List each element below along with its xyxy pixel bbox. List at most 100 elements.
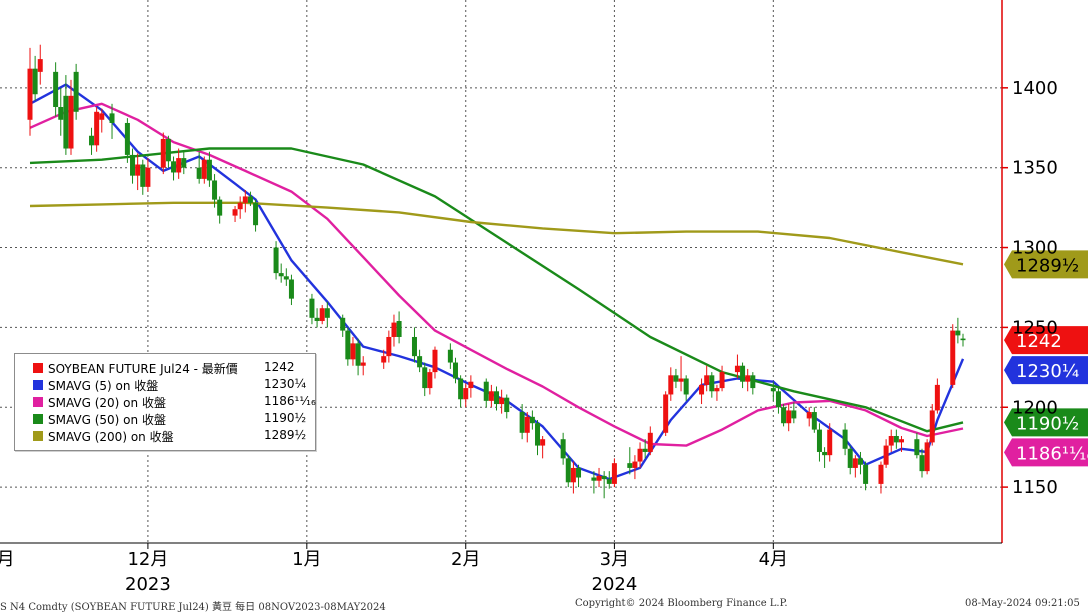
candle-body (165, 138, 171, 162)
price-tag-label: 1230¼ (1016, 361, 1079, 382)
candle-body (37, 59, 43, 72)
candle-body (32, 68, 38, 95)
chart-legend: SOYBEAN FUTURE Jul24 - 最新價 1242 SMAVG (5… (14, 353, 316, 451)
candle (58, 87, 64, 136)
candle (468, 375, 474, 398)
candle-body (647, 432, 653, 452)
legend-value-soybean: 1242 (264, 360, 295, 374)
candle-body (560, 439, 566, 459)
candle-body (591, 477, 597, 481)
candle (781, 404, 787, 427)
candle-body (63, 95, 69, 149)
candle-body (786, 410, 792, 424)
price-tag: 1289½ (1004, 250, 1088, 279)
x-year-label: 2024 (592, 574, 638, 595)
candle (422, 362, 428, 397)
candle (458, 375, 464, 408)
candle (611, 458, 617, 488)
candle-body (898, 439, 904, 443)
candle (452, 357, 458, 384)
candle (165, 135, 171, 168)
candle-body (463, 388, 469, 400)
candle (499, 389, 505, 414)
legend-swatch-smavg200 (33, 431, 43, 441)
candle (396, 311, 402, 344)
candle (53, 62, 59, 117)
candle (857, 451, 863, 475)
legend-item-smavg200: SMAVG (200) on 收盤 1289½ (15, 428, 315, 444)
candle-body (955, 330, 961, 336)
candle-body (504, 397, 510, 413)
candle (447, 343, 453, 369)
x-month-label: 1月 (292, 549, 321, 570)
candle-body (206, 159, 212, 181)
candle (647, 426, 653, 456)
candle-body (519, 412, 525, 433)
candle-body (432, 349, 438, 373)
legend-item-soybean: SOYBEAN FUTURE Jul24 - 最新價 1242 (15, 360, 315, 376)
candle-body (524, 416, 530, 433)
candle-body (888, 435, 894, 446)
candle (319, 305, 325, 325)
legend-item-smavg20: SMAVG (20) on 收盤 1186¹¹⁄₁₆ (15, 394, 316, 410)
candle (827, 423, 833, 462)
candle-body (232, 209, 238, 216)
candle-body (283, 276, 289, 280)
candle-body (196, 167, 202, 179)
legend-value-smavg5: 1230¼ (264, 377, 307, 391)
candle-body (565, 458, 571, 483)
candle-body (427, 372, 433, 389)
candle-body (452, 362, 458, 379)
candle (89, 127, 95, 155)
candle-body (99, 113, 105, 120)
candle-body (140, 164, 146, 187)
candle (432, 346, 438, 379)
candle-body (499, 397, 505, 405)
ma-line (29, 83, 965, 481)
y-tick-label: 1300 (1012, 238, 1058, 259)
candle (811, 407, 817, 433)
candle-body (109, 113, 115, 123)
price-tag: 1230¼ (1004, 356, 1088, 385)
price-tag: 1242 (1004, 326, 1088, 355)
candle (678, 356, 684, 392)
candle (591, 471, 597, 494)
legend-swatch-smavg50 (33, 414, 43, 424)
candle (283, 268, 289, 286)
candle (535, 420, 541, 456)
candle-body (53, 71, 59, 108)
candle-body (417, 356, 423, 368)
candle (381, 349, 387, 369)
footer-copyright: Copyright© 2024 Bloomberg Finance L.P. (575, 598, 788, 609)
candle-body (601, 475, 607, 480)
candle-body (130, 154, 136, 176)
footer-ticker: S N4 Comdty (SOYBEAN FUTURE Jul24) 黃豆 每日… (0, 602, 386, 613)
candle-body (68, 95, 74, 149)
candle (878, 461, 884, 494)
price-tag-label: 1186¹¹⁄₁₆ (1016, 443, 1090, 464)
legend-swatch-soybean (33, 363, 43, 373)
candle-body (447, 349, 453, 363)
price-tag: 1186¹¹⁄₁₆ (1004, 438, 1090, 467)
candle-body (878, 464, 884, 484)
price-tag-box (1004, 326, 1088, 355)
price-tag-label: 1289½ (1016, 255, 1079, 276)
x-month-label: 12月 (127, 549, 168, 570)
candle (955, 317, 961, 344)
candle-body (637, 448, 643, 462)
candle-body (632, 461, 638, 468)
candle-body (171, 161, 177, 173)
candle-body (914, 439, 920, 456)
candle (324, 301, 330, 328)
candle (201, 156, 207, 184)
legend-value-smavg50: 1190½ (264, 411, 307, 425)
candle (288, 274, 294, 306)
candle-body (606, 479, 612, 484)
candle (427, 368, 433, 395)
candle (37, 44, 43, 85)
candle-body (247, 196, 253, 203)
candle (160, 132, 166, 175)
candle (745, 368, 751, 392)
candle (950, 324, 956, 389)
